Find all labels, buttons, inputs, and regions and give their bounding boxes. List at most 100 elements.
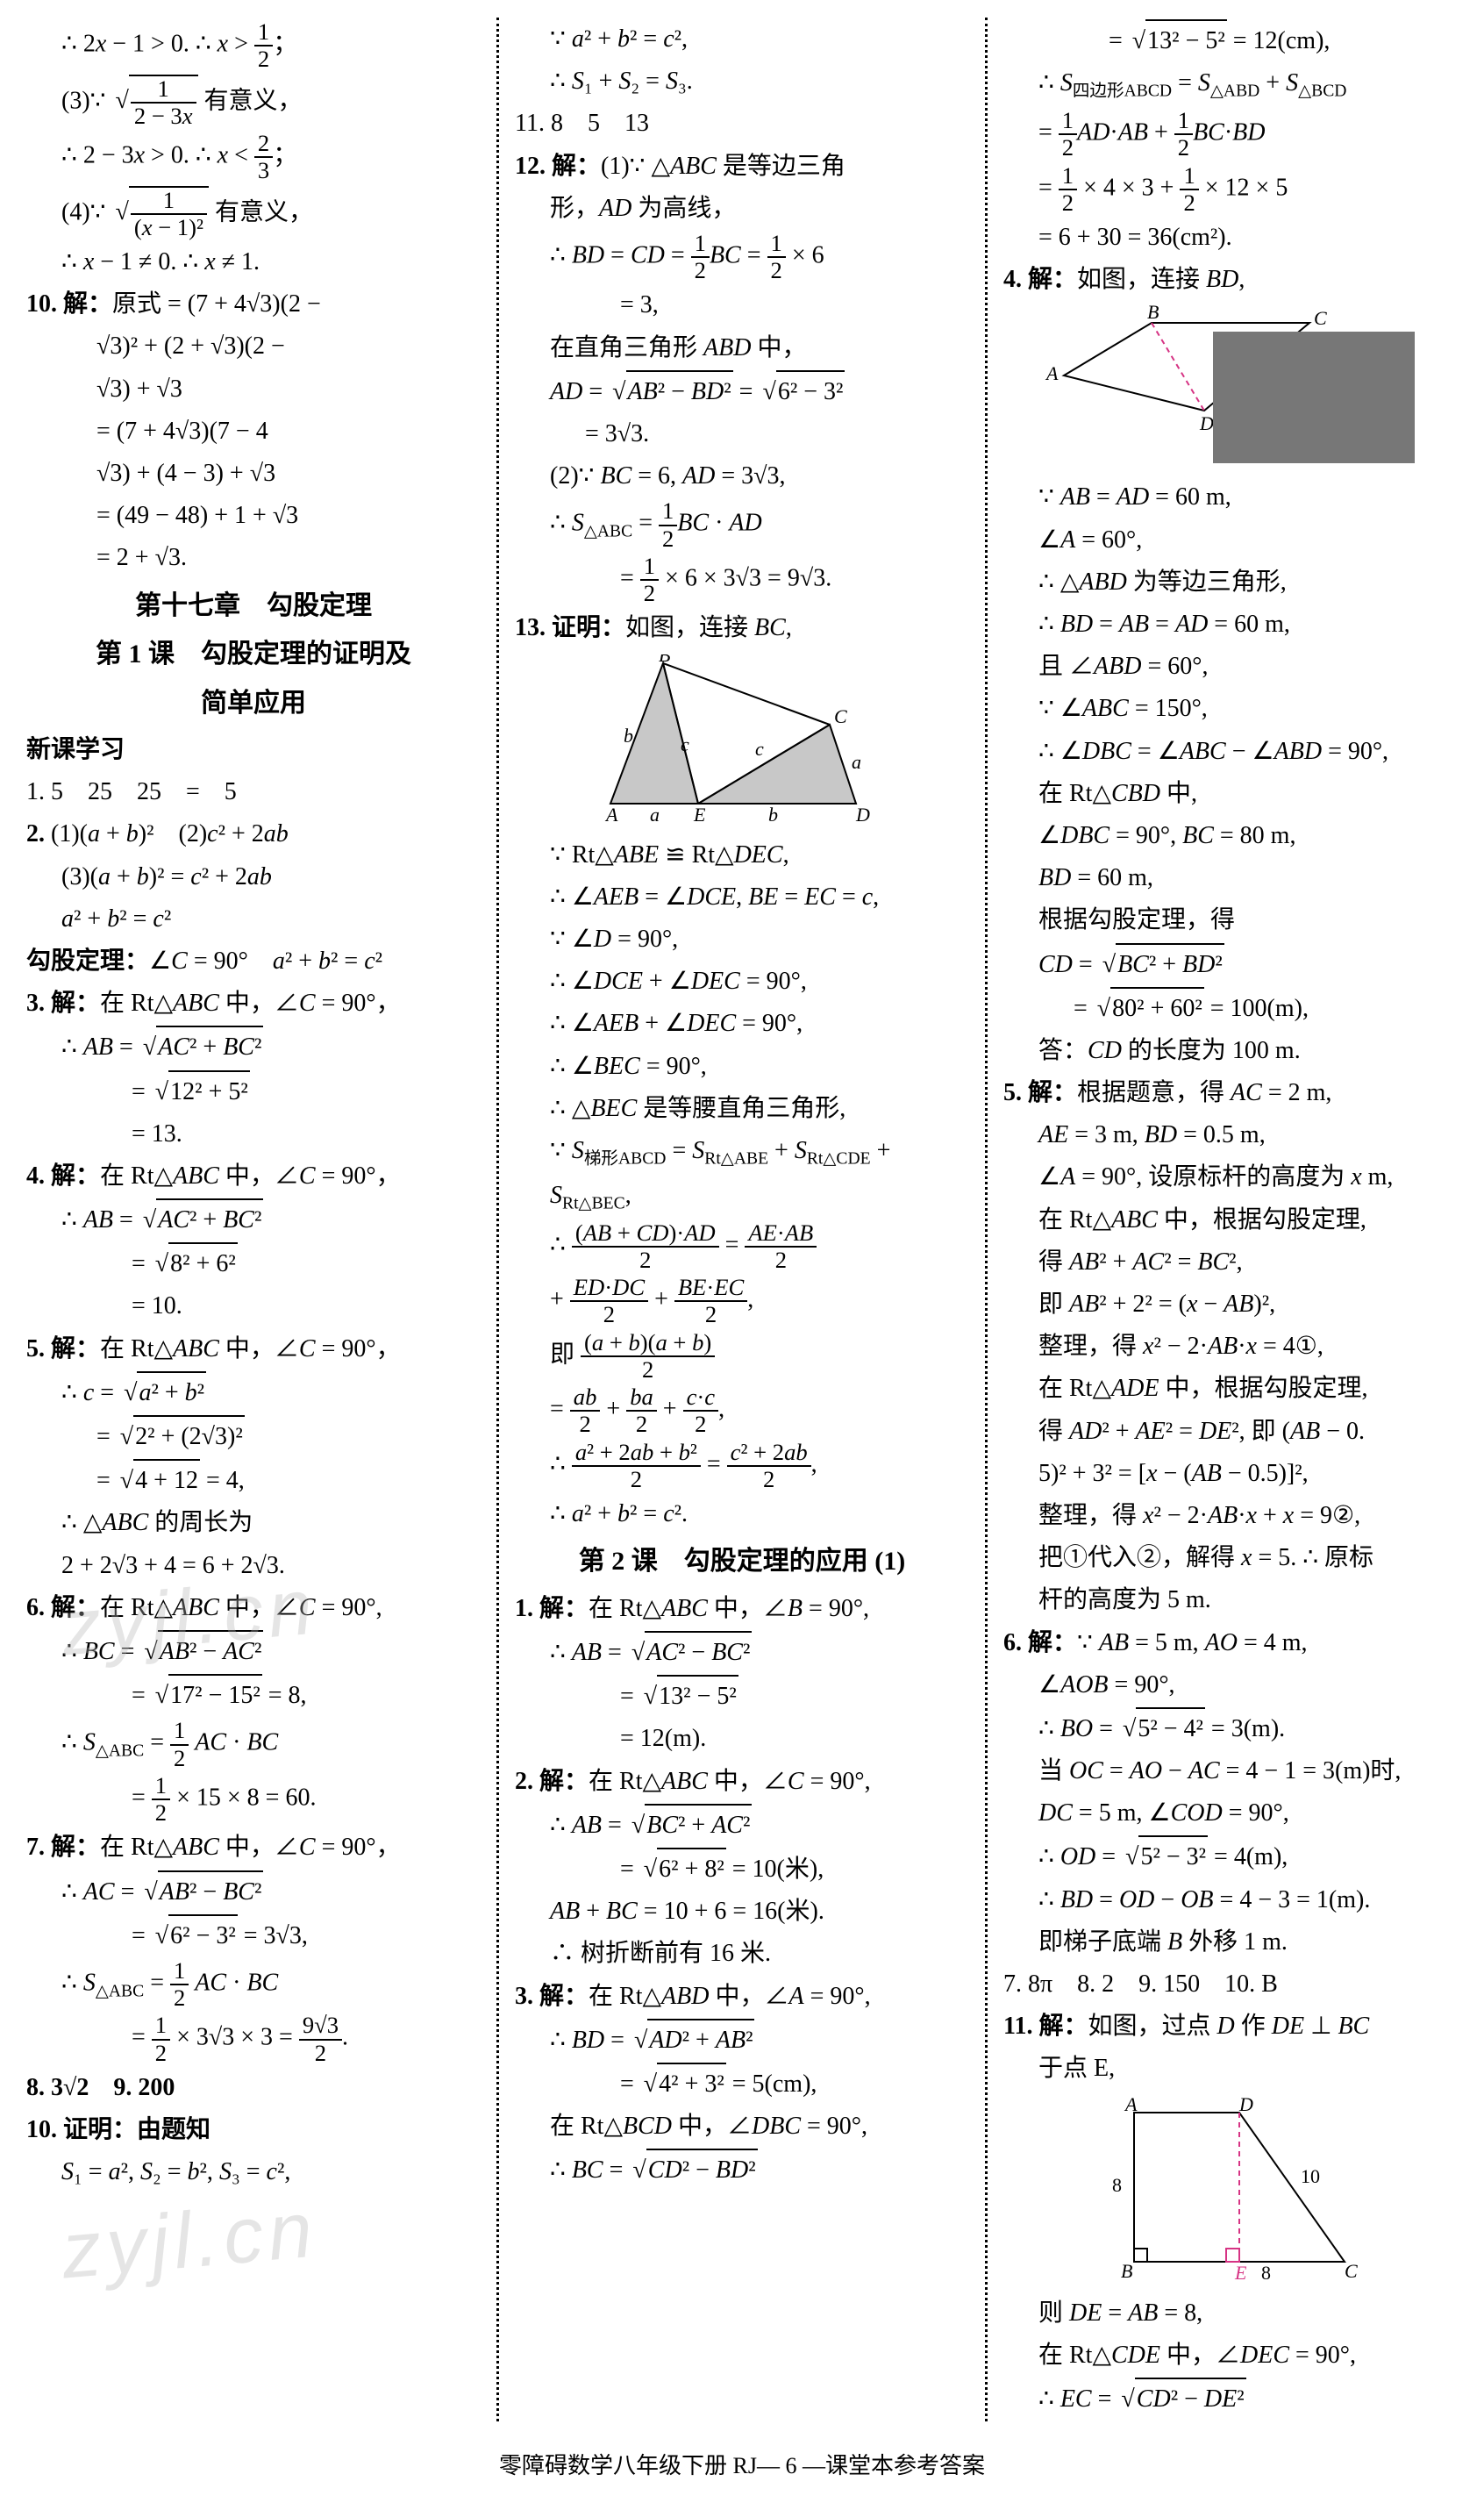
text-line: = (49 − 48) + 1 + √3 <box>26 496 481 536</box>
text-line: 把①代入②，解得 x = 5. ∴ 原标 <box>1003 1538 1458 1578</box>
answer: 9. 200 <box>113 2074 175 2101</box>
svg-text:B: B <box>659 654 670 666</box>
text-line: = 12 × 3√3 × 3 = 9√32. <box>26 2013 481 2066</box>
svg-text:C: C <box>1345 2260 1358 2282</box>
svg-text:E: E <box>1234 2262 1247 2284</box>
text-line: 7. 解：在 Rt△ABC 中，∠C = 90°， <box>26 1827 481 1868</box>
column-1: ∴ 2x − 1 > 0. ∴ x > 12； (3)∵ 12 − 3x 有意义… <box>26 18 496 2421</box>
text-line: ∴ ∠DCE + ∠DEC = 90°, <box>515 962 969 1002</box>
text-line: ∴ S△ABC = 12BC · AD <box>515 498 969 552</box>
text-line: ∵ ∠ABC = 150°, <box>1003 689 1458 729</box>
text-line: (3)(a + b)² = c² + 2ab <box>26 857 481 898</box>
text-line: 11. 8 5 13 <box>515 104 969 144</box>
svg-text:c: c <box>681 733 689 755</box>
text-line: 得 AB² + AC² = BC², <box>1003 1242 1458 1283</box>
svg-text:B: B <box>1147 305 1159 323</box>
text-line: 于点 E, <box>1003 2049 1458 2089</box>
svg-text:C: C <box>1314 307 1327 329</box>
text-line: 在 Rt△ABC 中，根据勾股定理, <box>1003 1200 1458 1241</box>
text-line: = ab2 + ba2 + c·c2, <box>515 1384 969 1438</box>
item-number: 10. 解： <box>26 290 112 318</box>
svg-text:b: b <box>768 804 778 826</box>
text-line: (2)∵ BC = 6, AD = 3√3, <box>515 456 969 497</box>
svg-text:b: b <box>624 725 633 747</box>
text-line: 得 AD² + AE² = DE², 即 (AB − 0. <box>1003 1412 1458 1452</box>
text-line: = 12² + 5² <box>26 1070 481 1112</box>
quad-diagram: A B C D <box>1038 305 1423 472</box>
text-line: 当 OC = AO − AC = 4 − 1 = 3(m)时, <box>1003 1751 1458 1791</box>
text-line: 在直角三角形 ABD 中， <box>515 328 969 368</box>
text-line: ∴ 树折断前有 16 米. <box>515 1934 969 1974</box>
svg-text:E: E <box>693 804 706 826</box>
text-line: = 2² + (2√3)² <box>26 1415 481 1457</box>
text-line: 则 DE = AB = 8, <box>1003 2293 1458 2334</box>
text-line: a² + b² = c² <box>26 899 481 940</box>
text-line: = 6² − 3² = 3√3, <box>26 1914 481 1956</box>
text-line: = 12 × 4 × 3 + 12 × 12 × 5 <box>1003 163 1458 217</box>
chapter-title: 第十七章 勾股定理 <box>26 584 481 628</box>
svg-text:10: 10 <box>1301 2165 1320 2187</box>
page: ∴ 2x − 1 > 0. ∴ x > 12； (3)∵ 12 − 3x 有意义… <box>26 18 1458 2421</box>
text-line: √3) + √3 <box>26 369 481 410</box>
diagram-11: A D B E C 8 10 8 <box>1003 2095 1458 2288</box>
text-line: 12. 解：(1)∵ △ABC 是等边三角 <box>515 147 969 187</box>
text-line: 10. 证明：由题知 <box>26 2110 481 2150</box>
text-line: 整理，得 x² − 2·AB·x + x = 9②, <box>1003 1496 1458 1536</box>
svg-text:D: D <box>855 804 870 826</box>
text-line: 6. 解：在 Rt△ABC 中，∠C = 90°, <box>26 1588 481 1628</box>
text-line: 在 Rt△CDE 中，∠DEC = 90°, <box>1003 2335 1458 2376</box>
svg-text:A: A <box>604 804 618 826</box>
text-line: ∴ a² + b² = c². <box>515 1494 969 1534</box>
text-line: ∴ △ABD 为等边三角形, <box>1003 562 1458 603</box>
svg-text:C: C <box>834 705 847 727</box>
text-line: ∴ AB = AC² − BC² <box>515 1631 969 1673</box>
lesson-title: 简单应用 <box>26 682 481 726</box>
text-line: 11. 解：如图，过点 D 作 DE ⊥ BC <box>1003 2006 1458 2047</box>
text-line: (3)∵ 12 − 3x 有意义， <box>26 75 481 130</box>
svg-text:D: D <box>1199 412 1214 434</box>
page-footer: 零障碍数学八年级下册 RJ— 6 —课堂本参考答案 <box>26 2448 1458 2485</box>
text-line: √3)² + (2 + √3)(2 − <box>26 326 481 367</box>
text-line: ∴ ∠DBC = ∠ABC − ∠ABD = 90°, <box>1003 732 1458 772</box>
text-line: = 6² + 8² = 10(米), <box>515 1848 969 1890</box>
text-line: 即 (a + b)(a + b)2 <box>515 1330 969 1384</box>
text-line: SRt△BEC, <box>515 1176 969 1219</box>
text-line: AE = 3 m, BD = 0.5 m, <box>1003 1115 1458 1155</box>
text-line: 1. 解：在 Rt△ABC 中，∠B = 90°, <box>515 1589 969 1629</box>
text-line: 2. 解：在 Rt△ABC 中，∠C = 90°, <box>515 1762 969 1802</box>
text-line: 勾股定理：∠C = 90° a² + b² = c² <box>26 941 481 982</box>
text-line: ∴ BD = OD − OB = 4 − 3 = 1(m). <box>1003 1880 1458 1920</box>
text-line: = 2 + √3. <box>26 538 481 578</box>
text-line: = 4 + 12 = 4, <box>26 1459 481 1501</box>
text-line: ∵ a² + b² = c², <box>515 19 969 60</box>
text-line: 3. 解：在 Rt△ABC 中，∠C = 90°， <box>26 983 481 1024</box>
text-line: = 17² − 15² = 8, <box>26 1674 481 1716</box>
text-line: CD = BC² + BD² <box>1003 943 1458 985</box>
text-line: 5)² + 3² = [x − (AB − 0.5)]², <box>1003 1454 1458 1494</box>
text-line: ∴ a² + 2ab + b²2 = c² + 2ab2, <box>515 1440 969 1493</box>
text-line: ∴ ∠BEC = 90°, <box>515 1047 969 1087</box>
svg-text:A: A <box>1045 362 1059 384</box>
text-line: ∴ AC = AB² − BC² <box>26 1870 481 1913</box>
text-line: ∠A = 90°, 设原标杆的高度为 x m, <box>1003 1157 1458 1198</box>
text-line: + ED·DC2 + BE·EC2, <box>515 1275 969 1328</box>
text-line: 3. 解：在 Rt△ABD 中，∠A = 90°, <box>515 1977 969 2017</box>
theorem-label: 勾股定理： <box>26 948 149 975</box>
text-line: = 80² + 60² = 100(m), <box>1003 987 1458 1029</box>
text-line: ∴ S△ABC = 12 AC · BC <box>26 1958 481 2012</box>
text-line: ∴ (AB + CD)·AD2 = AE·AB2 <box>515 1220 969 1274</box>
svg-text:a: a <box>650 804 660 826</box>
text-line: 且 ∠ABD = 60°, <box>1003 647 1458 687</box>
text-line: DC = 5 m, ∠COD = 90°, <box>1003 1793 1458 1834</box>
text-line: = 12 × 6 × 3√3 = 9√3. <box>515 554 969 607</box>
text-line: 即梯子底端 B 外移 1 m. <box>1003 1922 1458 1963</box>
text-line: ∠A = 60°, <box>1003 520 1458 561</box>
text-line: ∴ AB = BC² + AC² <box>515 1804 969 1846</box>
text-line: ∠DBC = 90°, BC = 80 m, <box>1003 816 1458 856</box>
text-line: ∴ BO = 5² − 4² = 3(m). <box>1003 1707 1458 1749</box>
text-line: AB + BC = 10 + 6 = 16(米). <box>515 1892 969 1932</box>
text-line: ∴ OD = 5² − 3² = 4(m), <box>1003 1835 1458 1877</box>
text-line: = 6 + 30 = 36(cm²). <box>1003 218 1458 258</box>
text-line: 4. 解：在 Rt△ABC 中，∠C = 90°， <box>26 1156 481 1197</box>
text-line: ∴ △BEC 是等腰直角三角形, <box>515 1089 969 1129</box>
